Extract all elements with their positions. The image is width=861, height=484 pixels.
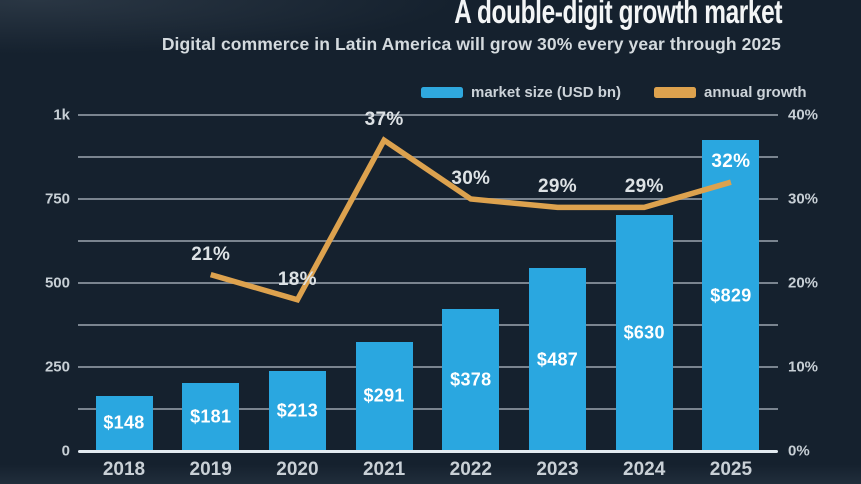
y-axis-label-right: 20% (788, 274, 819, 292)
x-axis-label: 2019 (189, 459, 232, 480)
y-axis-label-right: 40% (788, 106, 819, 124)
gridline (78, 324, 778, 326)
chart-subtitle: Digital commerce in Latin America will g… (161, 34, 781, 54)
x-axis-label: 2022 (449, 459, 492, 480)
x-axis-label: 2025 (709, 459, 753, 480)
chart-legend: market size (USD bn) annual growth (421, 84, 807, 101)
gridline (78, 240, 778, 242)
gridline (78, 114, 778, 116)
x-axis-label: 2023 (536, 459, 579, 480)
legend-label-annual-growth: annual growth (704, 84, 807, 101)
growth-point-label: 29% (624, 176, 664, 198)
bar-value-label: $181 (190, 406, 232, 427)
bar-value-label: $148 (103, 412, 145, 433)
bar-2023 (529, 268, 586, 451)
bar-2018 (95, 395, 153, 451)
bar-2022 (442, 309, 500, 451)
growth-point-label: 21% (191, 243, 231, 265)
y-axis-label-left: 250 (44, 358, 70, 376)
y-axis-label-right: 0% (788, 442, 810, 460)
y-axis-label-left: 0 (61, 442, 70, 460)
bar-2024 (615, 214, 673, 451)
bar-value-label: $630 (623, 322, 665, 343)
x-axis-label: 2018 (102, 459, 146, 480)
x-axis-label: 2021 (362, 459, 406, 480)
x-axis-label: 2024 (623, 459, 666, 480)
growth-point-label: 32% (711, 151, 751, 173)
growth-point-label: 30% (451, 168, 491, 189)
x-axis-label: 2020 (276, 459, 319, 480)
legend-item-market-size: market size (USD bn) (421, 84, 621, 101)
bar-2019 (182, 383, 240, 451)
chart-title: A double-digit growth market (454, 0, 782, 30)
y-axis-label-left: 1k (53, 106, 70, 124)
growth-point-label: 37% (364, 109, 404, 131)
bar-value-label: $213 (276, 400, 319, 421)
annual-growth-swatch-icon (654, 87, 697, 98)
bar-value-label: $378 (450, 369, 492, 390)
bar-value-label: $291 (363, 385, 405, 406)
market-size-swatch-icon (421, 87, 463, 98)
gridline (78, 408, 778, 410)
bar-2021 (355, 341, 413, 451)
gridline (78, 198, 778, 200)
y-axis-label-right: 30% (788, 190, 819, 208)
y-axis-label-left: 500 (44, 274, 70, 292)
growth-point-label: 29% (538, 176, 577, 198)
growth-point-label: 18% (277, 268, 317, 290)
bar-value-label: $487 (536, 349, 579, 370)
gridline (78, 366, 778, 368)
bar-value-label: $829 (710, 285, 752, 306)
x-axis-line (78, 450, 778, 453)
y-axis-label-right: 10% (788, 358, 819, 376)
bar-2020 (268, 371, 326, 451)
gridline (78, 156, 778, 158)
legend-item-annual-growth: annual growth (654, 84, 807, 101)
gridline (78, 282, 778, 284)
legend-label-market-size: market size (USD bn) (471, 84, 622, 101)
bar-2025 (702, 140, 760, 451)
y-axis-label-left: 750 (44, 190, 70, 208)
